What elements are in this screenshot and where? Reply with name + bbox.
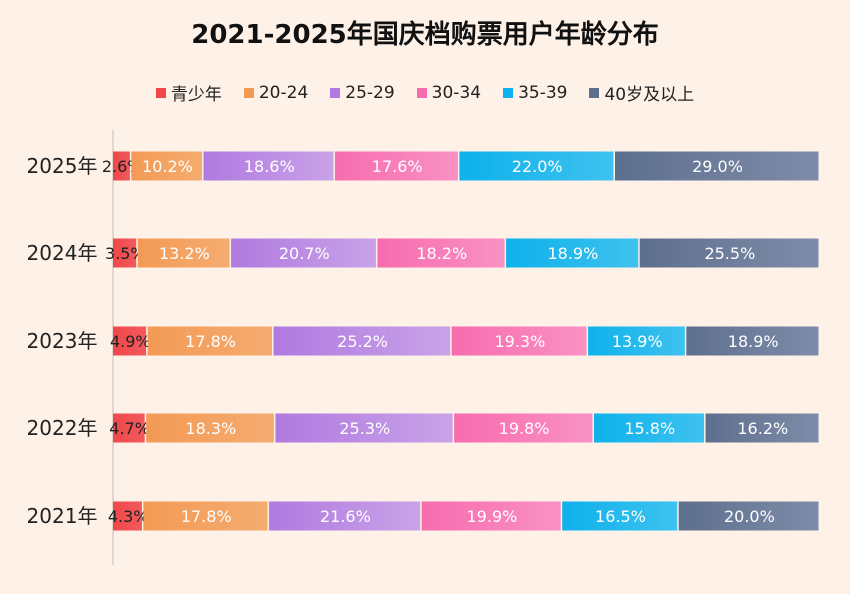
data-label: 17.8% <box>185 332 236 351</box>
legend-label: 20-24 <box>258 82 309 103</box>
data-label: 4.3% <box>108 507 149 526</box>
data-label: 19.3% <box>494 332 545 351</box>
bar-segment[interactable] <box>275 413 453 443</box>
bar-segment[interactable] <box>147 326 272 356</box>
category-label: 2022年 <box>27 416 98 440</box>
bar-segment[interactable] <box>137 238 230 268</box>
data-label: 15.8% <box>624 419 675 438</box>
legend-swatch <box>155 87 166 98</box>
data-label: 17.8% <box>181 507 232 526</box>
bar-segment[interactable] <box>593 413 705 443</box>
data-label: 16.2% <box>737 419 788 438</box>
bar-segment[interactable] <box>131 151 202 181</box>
data-label: 18.3% <box>185 419 236 438</box>
bar-segment[interactable] <box>334 151 458 181</box>
data-label: 25.3% <box>339 419 390 438</box>
bar-segment[interactable] <box>113 326 147 356</box>
bar-segment[interactable] <box>459 151 614 181</box>
data-label: 19.9% <box>467 507 518 526</box>
data-label: 19.8% <box>499 419 550 438</box>
bar-segment[interactable] <box>113 151 130 181</box>
data-label: 22.0% <box>512 157 563 176</box>
bar-segment[interactable] <box>454 413 593 443</box>
legend-item[interactable]: 25-29 <box>330 80 395 105</box>
data-label: 10.2% <box>142 157 193 176</box>
legend-item[interactable]: 青少年 <box>155 80 222 105</box>
legend-label: 40岁及以上 <box>604 85 695 105</box>
bar-segment[interactable] <box>113 501 142 531</box>
bar-segment[interactable] <box>705 413 819 443</box>
data-label: 18.9% <box>728 332 779 351</box>
bar-segment[interactable] <box>377 238 505 268</box>
bar-segment[interactable] <box>113 238 137 268</box>
data-label: 25.5% <box>704 244 755 263</box>
legend-swatch <box>330 87 341 98</box>
bar-segment[interactable] <box>273 326 451 356</box>
bar-segment[interactable] <box>614 151 819 181</box>
legend: 青少年 20-24 25-29 30-34 35-39 40岁及以上 <box>0 80 850 105</box>
bar-segment[interactable] <box>113 413 145 443</box>
bar-segment[interactable] <box>231 238 376 268</box>
data-label: 20.0% <box>724 507 775 526</box>
data-label: 3.5% <box>105 244 146 263</box>
legend-swatch <box>243 87 254 98</box>
data-label: 13.2% <box>159 244 210 263</box>
data-label: 20.7% <box>279 244 330 263</box>
chart-title: 2021-2025年国庆档购票用户年龄分布 <box>191 20 659 50</box>
data-label: 4.7% <box>109 419 150 438</box>
legend-label: 青少年 <box>170 85 222 105</box>
category-label: 2023年 <box>27 329 98 353</box>
bar-segment[interactable] <box>639 238 819 268</box>
data-label: 25.2% <box>337 332 388 351</box>
data-label: 18.9% <box>547 244 598 263</box>
data-label: 21.6% <box>320 507 371 526</box>
bar-segment[interactable] <box>143 501 268 531</box>
data-label: 16.5% <box>595 507 646 526</box>
legend-swatch <box>416 87 427 98</box>
legend-swatch <box>503 87 514 98</box>
legend-item[interactable]: 40岁及以上 <box>589 80 694 105</box>
legend-item[interactable]: 35-39 <box>503 80 567 105</box>
legend-label: 25-29 <box>345 82 395 103</box>
legend-swatch <box>589 87 600 98</box>
bar-segment[interactable] <box>421 501 561 531</box>
legend-item[interactable]: 20-24 <box>243 80 309 105</box>
bar-segment[interactable] <box>678 501 819 531</box>
category-label: 2025年 <box>27 154 98 178</box>
bar-segment[interactable] <box>203 151 334 181</box>
bar-segment[interactable] <box>269 501 421 531</box>
bar-segment[interactable] <box>686 326 819 356</box>
data-label: 29.0% <box>692 157 743 176</box>
category-label: 2021年 <box>27 504 98 528</box>
data-label: 18.6% <box>244 157 295 176</box>
bar-segment[interactable] <box>451 326 587 356</box>
bar-segment[interactable] <box>146 413 274 443</box>
bar-segment[interactable] <box>588 326 685 356</box>
data-label: 13.9% <box>612 332 663 351</box>
legend-label: 30-34 <box>431 82 482 103</box>
bar-segment[interactable] <box>562 501 678 531</box>
data-label: 17.6% <box>372 157 423 176</box>
legend-item[interactable]: 30-34 <box>416 80 482 105</box>
bar-segment[interactable] <box>506 238 639 268</box>
legend-label: 35-39 <box>518 82 568 103</box>
category-label: 2024年 <box>27 241 98 265</box>
data-label: 4.9% <box>110 332 151 351</box>
data-label: 18.2% <box>416 244 467 263</box>
